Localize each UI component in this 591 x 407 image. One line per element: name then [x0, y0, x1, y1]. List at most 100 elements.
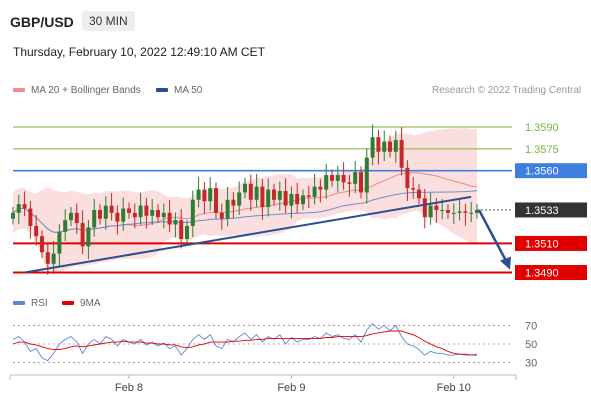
level-label-1.3560: 1.3560 — [525, 166, 559, 178]
candle-body — [109, 205, 114, 213]
candle-body — [243, 183, 247, 193]
x-tick-label-Feb-8: Feb 8 — [115, 382, 143, 394]
level-label-1.3510: 1.3510 — [525, 238, 559, 250]
candle-body — [202, 189, 207, 202]
level-badge-1.3533 — [515, 202, 587, 218]
candle-body — [28, 208, 33, 226]
candle-body — [254, 186, 259, 200]
chart-datetime: Thursday, February 10, 2022 12:49:10 AM … — [13, 45, 265, 59]
legend-swatch-rsi — [13, 301, 25, 306]
candle-body — [422, 198, 427, 218]
legend-label-rsi: RSI — [31, 298, 48, 309]
x-tick-label-Feb-10: Feb 10 — [437, 382, 471, 394]
candle-body — [248, 183, 253, 200]
candle-body — [69, 212, 73, 221]
candle-body — [370, 137, 375, 158]
candle-body — [417, 189, 421, 199]
candle-body — [301, 195, 305, 205]
level-badge-1.3560 — [515, 163, 587, 179]
level-badge-1.3510 — [515, 235, 587, 251]
rsi-tick-30: 30 — [525, 358, 537, 370]
candle-body — [103, 205, 108, 219]
candle-body — [121, 208, 126, 222]
candle-body — [434, 205, 439, 210]
candle-body — [74, 212, 79, 224]
legend-swatch-ma20 — [13, 88, 25, 93]
candle-body — [208, 188, 213, 202]
candle-body — [451, 212, 456, 214]
candle-body — [475, 209, 479, 213]
legend-label-ma50: MA 50 — [174, 85, 203, 96]
candle-body — [237, 192, 242, 206]
candle-body — [34, 225, 39, 237]
candle-body — [98, 209, 102, 219]
legend-9ma: 9MA — [62, 298, 101, 309]
candle-body — [185, 225, 189, 240]
legend-swatch-9ma — [62, 301, 74, 306]
candle-body — [306, 195, 311, 197]
candle-body — [469, 212, 474, 214]
rsi-ma-line — [12, 330, 477, 356]
rsi-tick-70: 70 — [525, 320, 537, 332]
candle-body — [359, 172, 363, 193]
candle-body — [411, 188, 416, 190]
forecast-arrow-head — [500, 256, 511, 270]
copyright-text: Research © 2022 Trading Central — [432, 85, 582, 96]
rsi-tick-50: 50 — [525, 339, 537, 351]
candle-body — [335, 175, 340, 181]
candle-body — [144, 205, 149, 216]
candle-body — [11, 212, 15, 219]
candle-body — [196, 189, 201, 200]
candle-body — [440, 209, 445, 211]
candle-body — [457, 211, 462, 213]
chart-header: GBP/USD 30 MIN — [0, 0, 591, 40]
candle-body — [295, 193, 300, 205]
candle-body — [80, 223, 85, 247]
bollinger-band — [13, 128, 477, 275]
level-label-1.3490: 1.3490 — [525, 268, 559, 280]
candle-body — [347, 182, 352, 184]
legend-rsi: RSI — [13, 298, 48, 309]
legend-label-9ma: 9MA — [80, 298, 101, 309]
candle-body — [214, 188, 218, 213]
candle-body — [156, 209, 160, 218]
level-badge-1.3490 — [515, 265, 587, 281]
candle-body — [22, 204, 27, 209]
legend-ma20-bollinger: MA 20 + Bollinger Bands — [13, 85, 141, 96]
candle-body — [318, 186, 323, 190]
candle-body — [312, 186, 317, 197]
support-trendline — [24, 195, 472, 274]
candle-body — [376, 137, 381, 152]
candle-body — [179, 220, 184, 240]
candle-body — [173, 220, 178, 225]
candle-body — [364, 157, 369, 193]
level-label-1.3533: 1.3533 — [525, 205, 559, 217]
candle-body — [86, 227, 91, 247]
candle-body — [324, 175, 329, 190]
candle-body — [167, 212, 172, 225]
forecast-arrow-shaft — [477, 209, 509, 264]
level-label-1.3575: 1.3575 — [525, 144, 559, 156]
candle-body — [272, 189, 276, 200]
x-tick-label-Feb-9: Feb 9 — [277, 382, 305, 394]
candle-body — [51, 253, 56, 264]
candle-body — [341, 175, 346, 183]
candle-body — [405, 167, 410, 189]
candle-body — [393, 140, 398, 152]
candle-body — [219, 212, 224, 219]
candle-body — [353, 172, 358, 184]
candle-body — [63, 220, 68, 232]
candle-body — [138, 205, 143, 218]
candle-body — [150, 209, 155, 216]
timeframe-badge[interactable]: 30 MIN — [82, 11, 135, 31]
candle-body — [428, 205, 433, 218]
candle-body — [388, 141, 392, 152]
candle-body — [283, 191, 288, 206]
legend-label-ma20: MA 20 + Bollinger Bands — [31, 85, 141, 96]
candle-body — [115, 212, 120, 222]
candle-body — [289, 193, 294, 206]
candle-body — [382, 141, 387, 152]
candle-body — [446, 209, 450, 213]
candle-body — [463, 211, 468, 213]
